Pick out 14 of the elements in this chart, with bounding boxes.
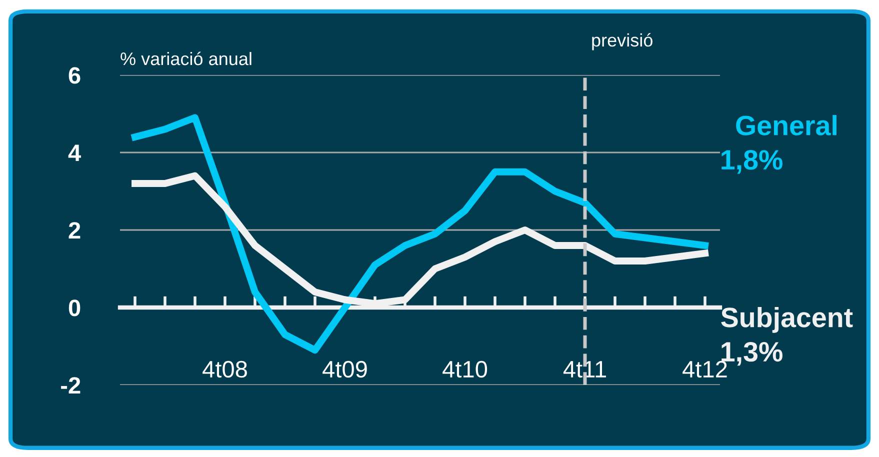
x-tick-label: 4t09	[322, 360, 367, 378]
x-tick-label: 4t11	[563, 361, 606, 378]
ref-line-label: previsió	[592, 33, 652, 50]
text: General	[736, 115, 836, 136]
y-axis-title: % variació anual	[120, 52, 252, 66]
y-tick-label: 0	[68, 300, 80, 316]
x-tick-label: 4t08	[202, 360, 247, 378]
y-tick-label: 2	[68, 222, 80, 239]
y-tick-label: -2	[61, 377, 80, 394]
y-tick-label: 4	[68, 144, 81, 162]
text: 1,8%	[722, 150, 782, 174]
x-tick-label: 4t10	[442, 360, 488, 378]
legend-label: Subjacent	[721, 306, 853, 333]
y-tick-label: 6	[68, 67, 80, 84]
